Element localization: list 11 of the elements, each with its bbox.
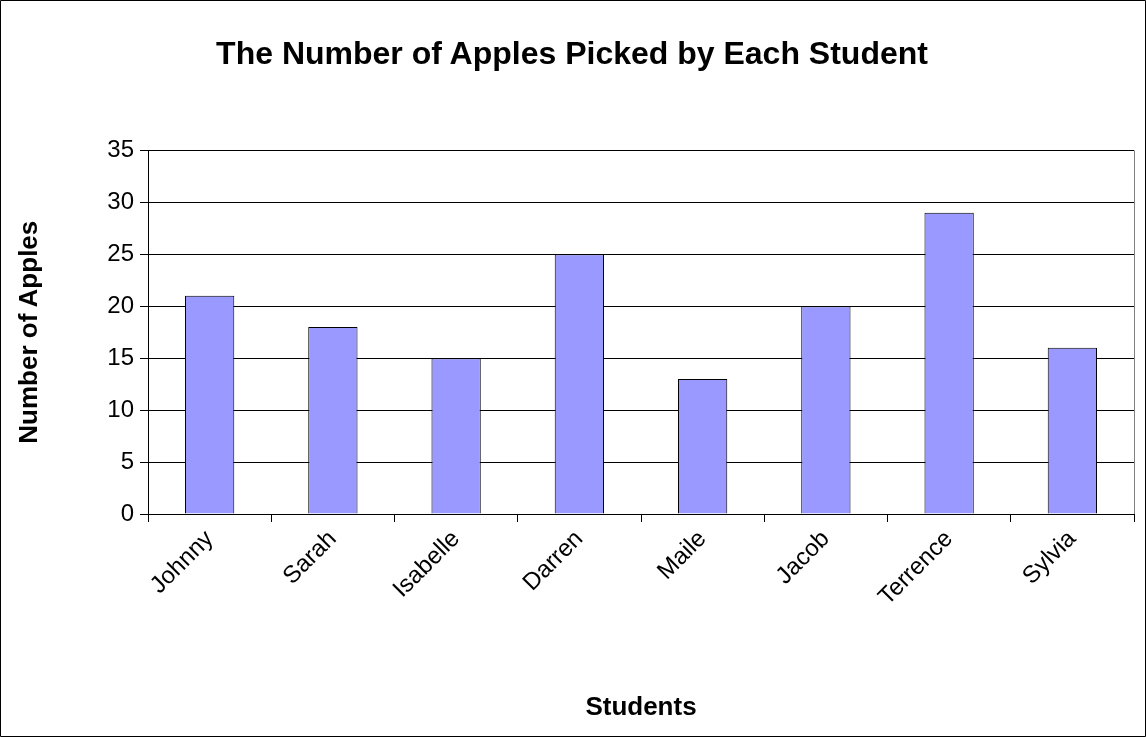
y-tick-label: 5 <box>120 446 134 474</box>
y-axis-title: Number of Apples <box>12 220 43 444</box>
y-tick-label: 10 <box>107 394 134 422</box>
y-tick-label: 15 <box>107 342 134 370</box>
chart-title: The Number of Apples Picked by Each Student <box>216 35 929 72</box>
x-axis-title: Students <box>585 690 697 721</box>
y-tick-label: 25 <box>107 238 134 266</box>
y-tick-label: 20 <box>107 290 134 318</box>
y-tick-label: 0 <box>120 498 134 526</box>
y-tick-label: 30 <box>107 186 134 214</box>
y-tick-label: 35 <box>107 135 134 163</box>
